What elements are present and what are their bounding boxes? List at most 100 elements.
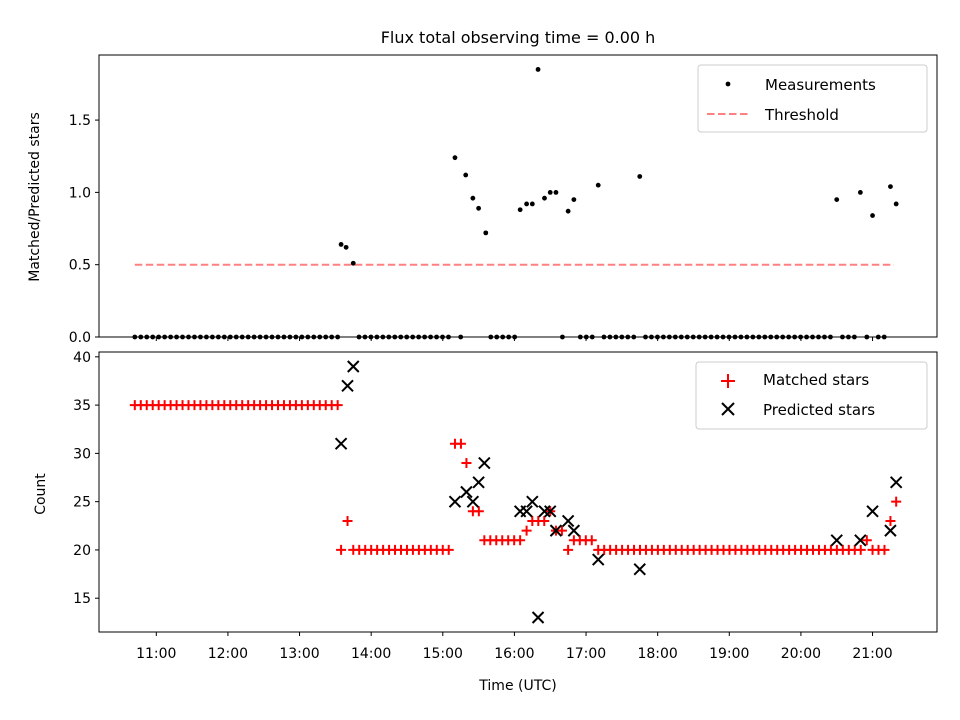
chart-title: Flux total observing time = 0.00 h xyxy=(381,28,656,47)
predicted-star-point xyxy=(549,524,563,537)
count-x-tick-label: 13:00 xyxy=(279,646,319,662)
legend-measurements-label: Measurements xyxy=(765,76,876,94)
measurement-point xyxy=(893,201,899,207)
count-panel: 15 20 25 30 35 40 11:00 12:00 13:00 14:00 15:00 16… xyxy=(33,350,938,694)
measurement-point xyxy=(476,205,482,211)
predicted-star-point xyxy=(448,495,462,508)
measurement-point xyxy=(517,207,523,213)
1-y-tick-label: 25 xyxy=(73,495,91,511)
predicted-star-point xyxy=(466,495,480,508)
measurement-point xyxy=(470,195,476,201)
matched-star-point xyxy=(855,544,866,555)
measurement-point xyxy=(870,213,875,218)
measurement-point xyxy=(888,184,893,190)
predicted-star-point xyxy=(531,611,545,624)
matched-star-point xyxy=(342,515,353,526)
measurement-point xyxy=(565,208,571,214)
count-x-tick-label: 20:00 xyxy=(781,646,821,662)
predicted-star-point xyxy=(520,505,533,518)
legend-predicted-marker xyxy=(721,402,735,416)
measurement-point xyxy=(463,172,469,178)
ratio-plot-frame xyxy=(98,54,938,338)
count-x-label: Time (UTC) xyxy=(478,678,556,694)
predicted-star-point xyxy=(526,495,539,508)
predicted-star-point xyxy=(472,476,485,489)
measurement-point xyxy=(595,182,601,188)
predicted-star-point xyxy=(341,379,354,393)
count-x-tick-label: 14:00 xyxy=(351,646,391,662)
measurement-point xyxy=(571,197,577,203)
count-plot-frame xyxy=(98,351,938,633)
0-y-tick-label: 0.0 xyxy=(69,330,91,346)
measurement-point xyxy=(524,201,529,207)
1-y-tick-label: 40 xyxy=(73,350,91,366)
legend-measurements-marker xyxy=(725,81,731,87)
predicted-star-point xyxy=(478,456,491,470)
predicted-star-point xyxy=(567,524,581,537)
measurement-point xyxy=(452,155,458,161)
predicted-star-point xyxy=(544,505,557,518)
matched-star-point xyxy=(891,496,902,507)
count-y-label: Count xyxy=(33,473,49,515)
measurement-points xyxy=(338,67,899,266)
0-y-tick-label: 0.5 xyxy=(69,258,91,274)
count-x-tick-label: 11:00 xyxy=(136,646,176,662)
ratio-legend-box xyxy=(697,64,928,133)
matched-star-point xyxy=(861,535,872,546)
1-y-tick-label: 35 xyxy=(73,398,91,414)
predicted-star-point xyxy=(884,524,897,537)
count-x-tick-label: 17:00 xyxy=(566,646,606,662)
measurement-point xyxy=(529,201,535,207)
matched-stars-points xyxy=(129,400,902,555)
predicted-star-point xyxy=(538,505,551,518)
measurement-point xyxy=(338,242,344,247)
count-legend: Matched stars Predicted stars xyxy=(695,361,928,430)
predicted-star-point xyxy=(866,505,879,518)
measurement-point xyxy=(637,174,643,179)
predicted-stars-points xyxy=(334,360,903,624)
legend-matched-marker xyxy=(721,374,735,388)
predicted-star-point xyxy=(460,485,473,499)
measurement-point xyxy=(535,67,541,72)
ratio-x-ticks xyxy=(155,337,874,341)
measurement-point xyxy=(483,230,489,236)
matched-star-point xyxy=(521,525,532,536)
matched-star-point xyxy=(332,400,343,411)
count-x-tick-label: 19:00 xyxy=(709,646,749,662)
predicted-star-point xyxy=(561,514,575,528)
count-x-tick-label: 15:00 xyxy=(423,646,463,662)
matched-star-point xyxy=(443,544,454,555)
matched-star-point xyxy=(461,458,472,469)
predicted-star-point xyxy=(889,476,903,489)
1-y-tick-label: 15 xyxy=(73,591,91,607)
predicted-star-point xyxy=(347,360,360,373)
predicted-star-point xyxy=(830,534,843,547)
ratio-y-axis: 0.0 0.5 1.0 1.5 xyxy=(69,113,99,346)
ratio-panel: Flux total observing time = 0.00 h 0.0 0.… xyxy=(27,28,938,346)
measurement-point xyxy=(343,244,349,250)
matched-star-point xyxy=(455,438,466,449)
predicted-star-point xyxy=(854,534,867,547)
measurement-point xyxy=(542,195,547,201)
1-y-tick-label: 30 xyxy=(73,446,91,462)
matched-star-point xyxy=(556,525,567,536)
1-y-tick-label: 20 xyxy=(73,543,91,559)
0-y-tick-label: 1.0 xyxy=(69,185,91,201)
predicted-star-point xyxy=(633,563,646,576)
matched-star-point xyxy=(563,544,574,555)
legend-threshold-label: Threshold xyxy=(764,106,839,124)
count-x-tick-label: 12:00 xyxy=(208,646,248,662)
legend-predicted-label: Predicted stars xyxy=(763,401,875,419)
measurement-point xyxy=(553,189,559,195)
count-x-tick-label: 18:00 xyxy=(637,646,677,662)
count-legend-box xyxy=(695,361,928,430)
matched-star-point xyxy=(586,535,597,546)
measurement-point xyxy=(547,189,553,195)
count-x-tick-label: 21:00 xyxy=(852,646,892,662)
matched-star-point xyxy=(515,535,526,546)
matched-star-point xyxy=(885,515,896,526)
legend-matched-label: Matched stars xyxy=(763,371,869,389)
predicted-star-point xyxy=(334,437,348,450)
ratio-legend: Measurements Threshold xyxy=(697,64,928,133)
matched-star-point xyxy=(336,544,347,555)
